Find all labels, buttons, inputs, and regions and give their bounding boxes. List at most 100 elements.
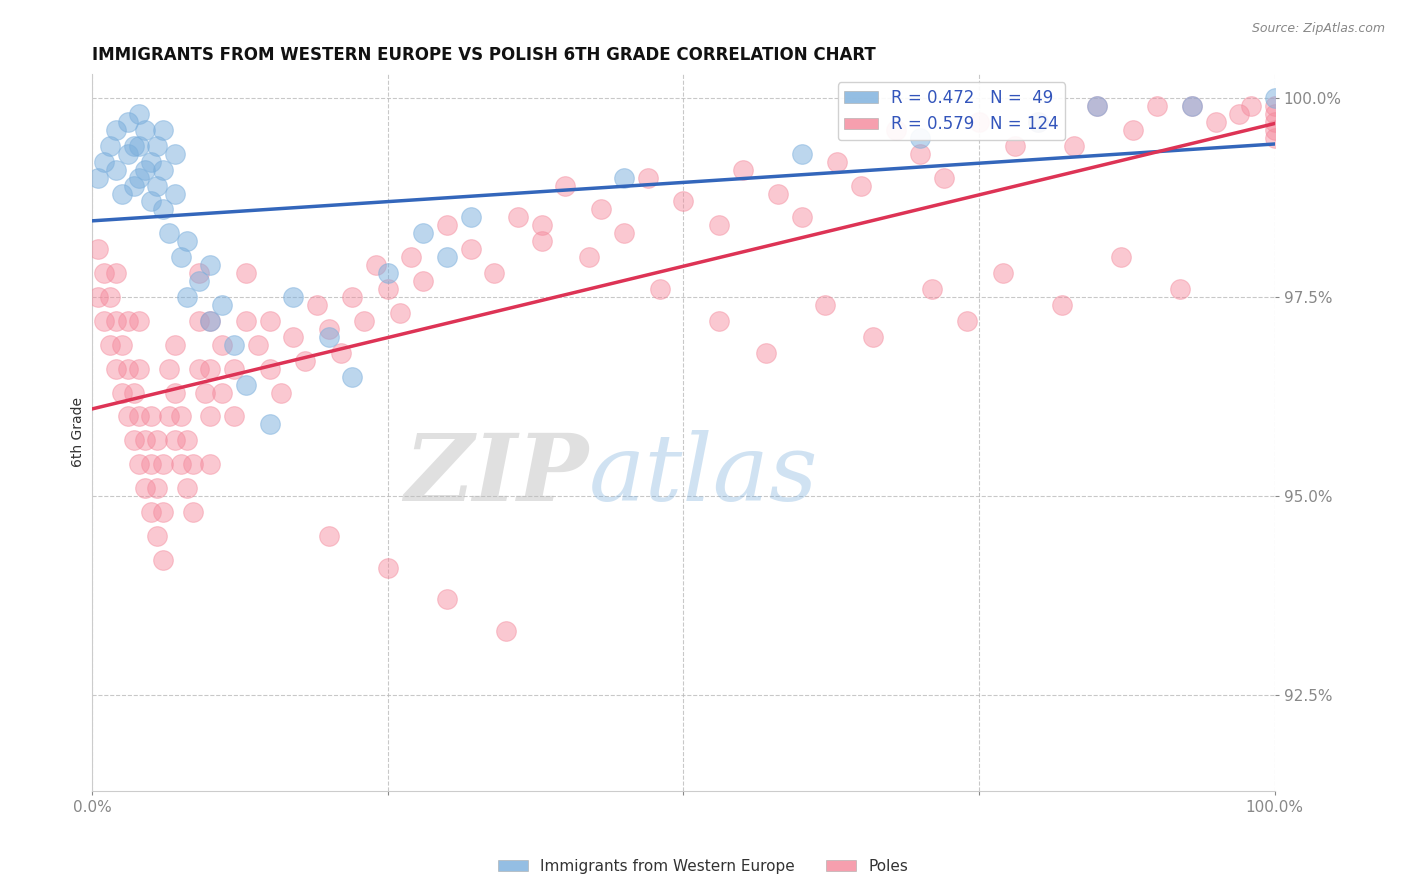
Point [342, 290, 364, 304]
Point [146, 434, 169, 448]
Point [707, 314, 730, 328]
Point [200, 409, 222, 424]
Point [176, 434, 198, 448]
Point [1264, 107, 1286, 121]
Point [146, 138, 169, 153]
Point [436, 592, 458, 607]
Point [211, 337, 233, 351]
Point [353, 314, 375, 328]
Point [87, 170, 110, 185]
Point [401, 250, 423, 264]
Point [104, 266, 127, 280]
Point [613, 170, 636, 185]
Point [259, 314, 281, 328]
Point [211, 385, 233, 400]
Point [141, 194, 163, 209]
Point [128, 457, 150, 471]
Point [530, 234, 553, 248]
Point [862, 330, 884, 344]
Point [259, 417, 281, 432]
Point [117, 361, 139, 376]
Point [825, 154, 848, 169]
Point [1050, 298, 1073, 312]
Point [104, 361, 127, 376]
Point [104, 314, 127, 328]
Point [886, 123, 908, 137]
Point [318, 322, 340, 336]
Point [388, 306, 411, 320]
Point [117, 314, 139, 328]
Point [128, 170, 150, 185]
Point [181, 505, 204, 519]
Point [122, 178, 145, 193]
Point [163, 337, 186, 351]
Point [163, 385, 186, 400]
Point [98, 290, 121, 304]
Point [412, 227, 434, 241]
Point [128, 314, 150, 328]
Point [211, 298, 233, 312]
Point [141, 505, 163, 519]
Point [235, 377, 257, 392]
Point [412, 274, 434, 288]
Point [163, 146, 186, 161]
Point [98, 138, 121, 153]
Point [1264, 123, 1286, 137]
Point [176, 234, 198, 248]
Point [134, 162, 156, 177]
Point [589, 202, 612, 217]
Point [122, 434, 145, 448]
Point [187, 266, 209, 280]
Point [122, 385, 145, 400]
Point [163, 186, 186, 201]
Point [956, 314, 979, 328]
Point [170, 457, 193, 471]
Point [152, 162, 174, 177]
Point [187, 314, 209, 328]
Point [187, 274, 209, 288]
Point [1085, 99, 1108, 113]
Point [117, 409, 139, 424]
Point [1205, 115, 1227, 129]
Text: IMMIGRANTS FROM WESTERN EUROPE VS POLISH 6TH GRADE CORRELATION CHART: IMMIGRANTS FROM WESTERN EUROPE VS POLISH… [93, 46, 876, 64]
Point [1264, 91, 1286, 105]
Point [436, 250, 458, 264]
Point [222, 409, 245, 424]
Point [436, 219, 458, 233]
Point [1264, 99, 1286, 113]
Point [1109, 250, 1132, 264]
Point [200, 314, 222, 328]
Point [157, 361, 180, 376]
Point [1026, 115, 1049, 129]
Point [152, 505, 174, 519]
Point [87, 290, 110, 304]
Point [170, 409, 193, 424]
Point [506, 211, 529, 225]
Point [731, 162, 754, 177]
Point [294, 353, 316, 368]
Point [342, 369, 364, 384]
Point [222, 361, 245, 376]
Text: Source: ZipAtlas.com: Source: ZipAtlas.com [1251, 22, 1385, 36]
Point [146, 529, 169, 543]
Point [1004, 138, 1026, 153]
Point [790, 146, 813, 161]
Point [495, 624, 517, 639]
Point [111, 186, 134, 201]
Point [200, 314, 222, 328]
Point [235, 266, 257, 280]
Point [176, 290, 198, 304]
Point [814, 298, 837, 312]
Point [157, 409, 180, 424]
Point [117, 115, 139, 129]
Text: ZIP: ZIP [405, 430, 589, 520]
Legend: Immigrants from Western Europe, Poles: Immigrants from Western Europe, Poles [492, 853, 914, 880]
Point [364, 258, 387, 272]
Point [222, 337, 245, 351]
Point [187, 361, 209, 376]
Point [146, 481, 169, 495]
Point [1063, 138, 1085, 153]
Point [790, 211, 813, 225]
Point [578, 250, 600, 264]
Point [283, 290, 305, 304]
